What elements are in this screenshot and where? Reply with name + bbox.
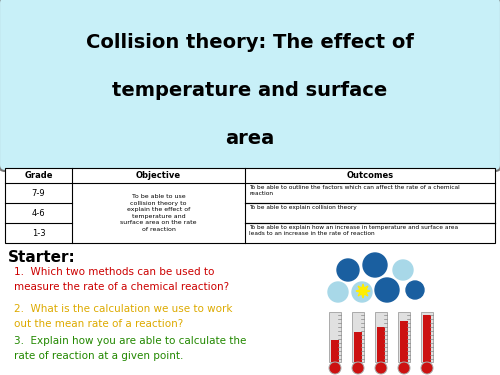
Polygon shape <box>356 284 370 298</box>
Bar <box>398 312 410 362</box>
Text: 4-6: 4-6 <box>32 209 46 218</box>
Bar <box>331 339 339 362</box>
Text: 3.  Explain how you are able to calculate the
rate of reaction at a given point.: 3. Explain how you are able to calculate… <box>14 336 246 361</box>
Circle shape <box>363 253 387 277</box>
Text: Grade: Grade <box>24 171 53 180</box>
Circle shape <box>421 362 433 374</box>
Text: 1-3: 1-3 <box>32 228 46 237</box>
Text: To be able to explain how an increase in temperature and surface area
leads to a: To be able to explain how an increase in… <box>249 225 458 236</box>
Bar <box>423 315 431 362</box>
Text: To be able to explain collision theory: To be able to explain collision theory <box>249 205 357 210</box>
Text: To be able to outline the factors which can affect the rate of a chemical
reacti: To be able to outline the factors which … <box>249 185 460 196</box>
Circle shape <box>329 362 341 374</box>
Circle shape <box>406 281 424 299</box>
Circle shape <box>328 282 348 302</box>
Text: Collision theory: The effect of: Collision theory: The effect of <box>86 33 414 51</box>
Text: area: area <box>226 129 274 147</box>
Text: To be able to use
collision theory to
explain the effect of
temperature and
surf: To be able to use collision theory to ex… <box>120 194 197 232</box>
Circle shape <box>337 259 359 281</box>
FancyBboxPatch shape <box>0 0 500 171</box>
Circle shape <box>398 362 410 374</box>
Bar <box>421 312 433 362</box>
Circle shape <box>375 278 399 302</box>
Circle shape <box>375 362 387 374</box>
Text: 1.  Which two methods can be used to
measure the rate of a chemical reaction?: 1. Which two methods can be used to meas… <box>14 267 229 292</box>
Bar <box>354 332 362 362</box>
Text: temperature and surface: temperature and surface <box>112 81 388 99</box>
Circle shape <box>352 282 372 302</box>
Text: 7-9: 7-9 <box>32 189 46 198</box>
Bar <box>5 168 495 243</box>
Text: Starter:: Starter: <box>8 250 76 265</box>
Bar <box>400 321 408 362</box>
Circle shape <box>393 260 413 280</box>
Bar <box>352 312 364 362</box>
Circle shape <box>352 362 364 374</box>
Text: Outcomes: Outcomes <box>346 171 394 180</box>
Text: Objective: Objective <box>136 171 181 180</box>
Bar <box>377 327 385 362</box>
Bar <box>375 312 387 362</box>
Text: 2.  What is the calculation we use to work
out the mean rate of a reaction?: 2. What is the calculation we use to wor… <box>14 304 232 329</box>
Bar <box>329 312 341 362</box>
